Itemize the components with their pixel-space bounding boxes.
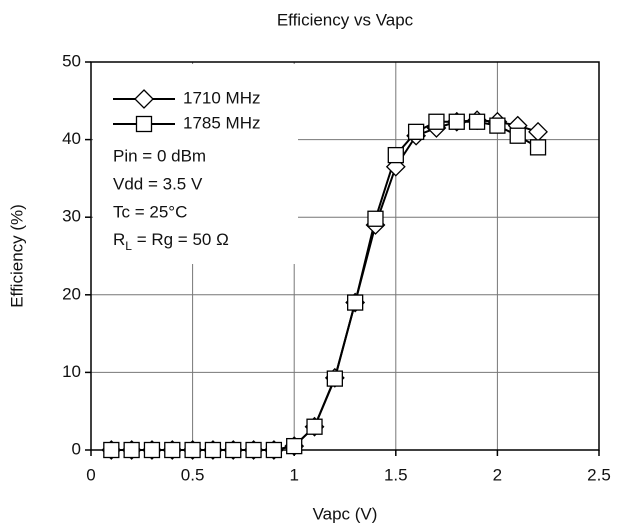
- x-tick-label: 1.5: [384, 465, 408, 484]
- legend-marker: [134, 89, 154, 109]
- data-point: [468, 113, 486, 130]
- annotation: RL = Rg = 50 Ω: [113, 230, 229, 253]
- data-point: [123, 441, 140, 459]
- annotation-part: R: [113, 230, 125, 249]
- data-point: [265, 441, 283, 459]
- data-point: [286, 437, 303, 455]
- chart-title: Efficiency vs Vapc: [277, 10, 414, 29]
- y-axis-label: Efficiency (%): [7, 204, 26, 308]
- data-point: [204, 441, 222, 459]
- x-tick-label: 0: [86, 465, 95, 484]
- x-tick-label: 0.5: [181, 465, 205, 484]
- legend-marker: [135, 115, 153, 133]
- data-point: [489, 117, 506, 134]
- legend-background: [93, 64, 298, 264]
- data-point: [528, 121, 548, 142]
- y-tick-label: 40: [62, 129, 81, 148]
- x-tick-label: 1: [289, 465, 298, 484]
- data-point: [164, 441, 181, 459]
- data-point: [367, 210, 384, 227]
- annotation-part: = Rg = 50 Ω: [132, 230, 229, 249]
- data-point: [448, 113, 465, 130]
- data-point: [326, 370, 343, 387]
- y-tick-label: 30: [62, 207, 81, 226]
- annotation: Tc = 25°C: [113, 202, 187, 221]
- data-point: [407, 123, 425, 140]
- data-point: [306, 418, 323, 435]
- series-line: [111, 120, 539, 451]
- data-point: [347, 294, 364, 311]
- data-point: [387, 146, 404, 164]
- x-tick-label: 2.5: [587, 465, 611, 484]
- y-tick-label: 10: [62, 362, 81, 381]
- data-point: [103, 441, 120, 459]
- data-point: [428, 113, 445, 130]
- annotation: Pin = 0 dBm: [113, 146, 206, 165]
- plot-frame: [90, 61, 600, 451]
- y-tick-label: 0: [72, 439, 81, 458]
- legend-label: 1785 MHz: [183, 113, 260, 132]
- legend-label: 1710 MHz: [183, 88, 260, 107]
- y-tick-label: 20: [62, 284, 81, 303]
- x-tick-label: 2: [493, 465, 502, 484]
- x-axis-label: Vapc (V): [313, 504, 378, 523]
- y-tick-label: 50: [62, 51, 81, 70]
- data-point: [225, 441, 242, 459]
- data-point: [143, 441, 161, 459]
- data-point: [245, 441, 262, 459]
- data-point: [509, 127, 526, 144]
- data-point: [529, 139, 547, 156]
- annotation-subscript: L: [125, 239, 132, 253]
- data-point: [184, 441, 201, 459]
- annotation: Vdd = 3.5 V: [113, 174, 203, 193]
